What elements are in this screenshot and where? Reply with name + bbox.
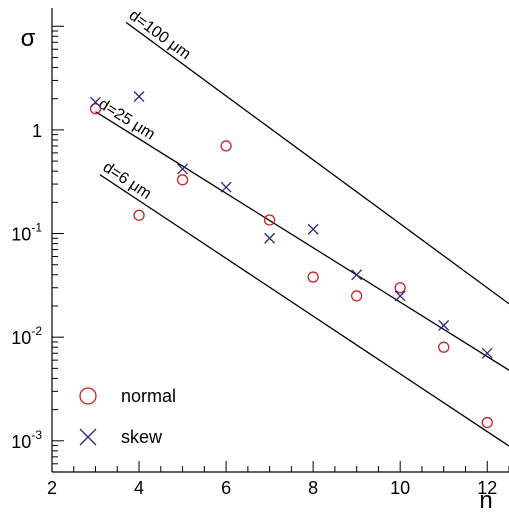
legend: normal skew	[79, 386, 176, 447]
fit-line	[99, 174, 509, 447]
fit-line	[95, 111, 509, 371]
fit-lines: d=100 μm d=25 μm d=6 μm	[95, 7, 509, 447]
x-tick-label: 2	[47, 478, 57, 498]
skew-point	[90, 96, 101, 108]
fit-line-label: d=100 μm	[126, 7, 194, 63]
normal-point	[220, 140, 232, 152]
legend-normal-label: normal	[121, 386, 176, 406]
cross-stroke	[177, 163, 189, 175]
normal-point	[394, 282, 406, 294]
cross-stroke	[90, 96, 101, 108]
x-tick-label: 6	[221, 478, 231, 498]
fit-line	[125, 21, 509, 305]
x-tick-label: 10	[390, 478, 410, 498]
normal-point	[176, 174, 189, 186]
x-tick-label: 4	[134, 478, 144, 498]
y-axis-title: σ	[21, 25, 36, 52]
skew-point	[264, 232, 276, 244]
normal-point	[133, 209, 145, 221]
normal-point	[481, 416, 493, 429]
legend-skew-marker	[79, 428, 97, 446]
y-tick-label: 1	[32, 121, 42, 141]
normal-point	[263, 214, 276, 226]
skew-point	[220, 181, 232, 193]
x-tick-label: 12	[477, 478, 497, 498]
cross-stroke	[394, 290, 406, 302]
y-tick-label: 10-1	[11, 221, 42, 245]
skew-point	[133, 91, 145, 102]
normal-point	[307, 271, 319, 283]
skew-point	[481, 347, 493, 359]
y-tick-label: 10-3	[11, 428, 42, 452]
x-tick-label: 8	[308, 478, 318, 498]
legend-skew-label: skew	[121, 427, 163, 447]
cross-stroke	[264, 232, 276, 244]
skew-point	[307, 223, 319, 235]
cross-stroke	[481, 347, 493, 359]
normal-point	[351, 290, 363, 302]
cross-stroke	[438, 319, 450, 331]
cross-stroke	[351, 269, 363, 281]
skew-point	[177, 163, 189, 175]
data-markers	[89, 91, 493, 429]
normal-point	[438, 341, 450, 353]
x-axis-title: n	[479, 487, 492, 513]
cross-stroke	[79, 428, 97, 446]
cross-stroke	[220, 181, 232, 193]
fit-line-label: d=6 μm	[100, 159, 155, 203]
cross-stroke	[133, 91, 145, 102]
skew-point	[394, 290, 406, 302]
skew-point	[438, 319, 450, 331]
skew-point	[351, 269, 363, 281]
axes: 2 4 6 8 10 12 10-3 10-2 10-1 1 n σ	[11, 8, 509, 513]
y-tick-label: 10-2	[11, 324, 42, 348]
fit-line-label: d=25 μm	[95, 96, 157, 144]
legend-normal-marker	[79, 387, 97, 405]
normal-point	[89, 103, 102, 115]
cross-stroke	[307, 223, 319, 235]
